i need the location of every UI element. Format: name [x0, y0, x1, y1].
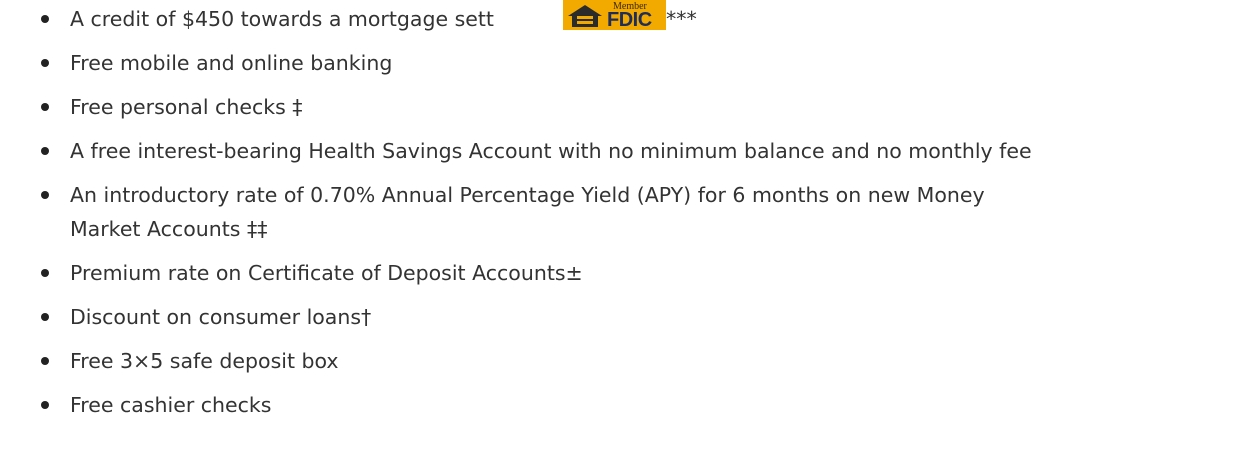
list-item: An introductory rate of 0.70% Annual Per… — [0, 178, 1241, 246]
list-item: A credit of $450 towards a mortgage sett… — [0, 2, 1241, 36]
item-text: Free personal checks ‡ — [70, 95, 303, 119]
list-item: Free 3×5 safe deposit box — [0, 344, 1241, 378]
badge-top: Member — [613, 1, 647, 12]
list-item: Discount on consumer loans† — [0, 300, 1241, 334]
item-line: An introductory rate of 0.70% Annual Per… — [70, 183, 985, 207]
item-text: Free cashier checks — [70, 393, 272, 417]
house-icon — [568, 5, 602, 27]
item-line: Market Accounts ‡‡ — [70, 217, 268, 241]
benefits-list: A credit of $450 towards a mortgage sett… — [0, 2, 1241, 432]
item-text: A free interest-bearing Health Savings A… — [70, 139, 1032, 163]
badge-main: FDIC — [607, 9, 652, 31]
list-item: Free mobile and online banking — [0, 46, 1241, 80]
item-text: *** — [666, 7, 697, 31]
item-text: Discount on consumer loans† — [70, 305, 372, 329]
fdic-badge: Member FDIC — [563, 0, 666, 31]
item-text: Premium rate on Certificate of Deposit A… — [70, 261, 583, 285]
item-text: Free mobile and online banking — [70, 51, 393, 75]
item-text: Free 3×5 safe deposit box — [70, 349, 339, 373]
item-text: A credit of $450 towards a mortgage sett — [70, 7, 494, 31]
list-item: Free cashier checks — [0, 388, 1241, 422]
list-item: A free interest-bearing Health Savings A… — [0, 134, 1241, 168]
list-item: Premium rate on Certificate of Deposit A… — [0, 256, 1241, 290]
list-item: Free personal checks ‡ — [0, 90, 1241, 124]
